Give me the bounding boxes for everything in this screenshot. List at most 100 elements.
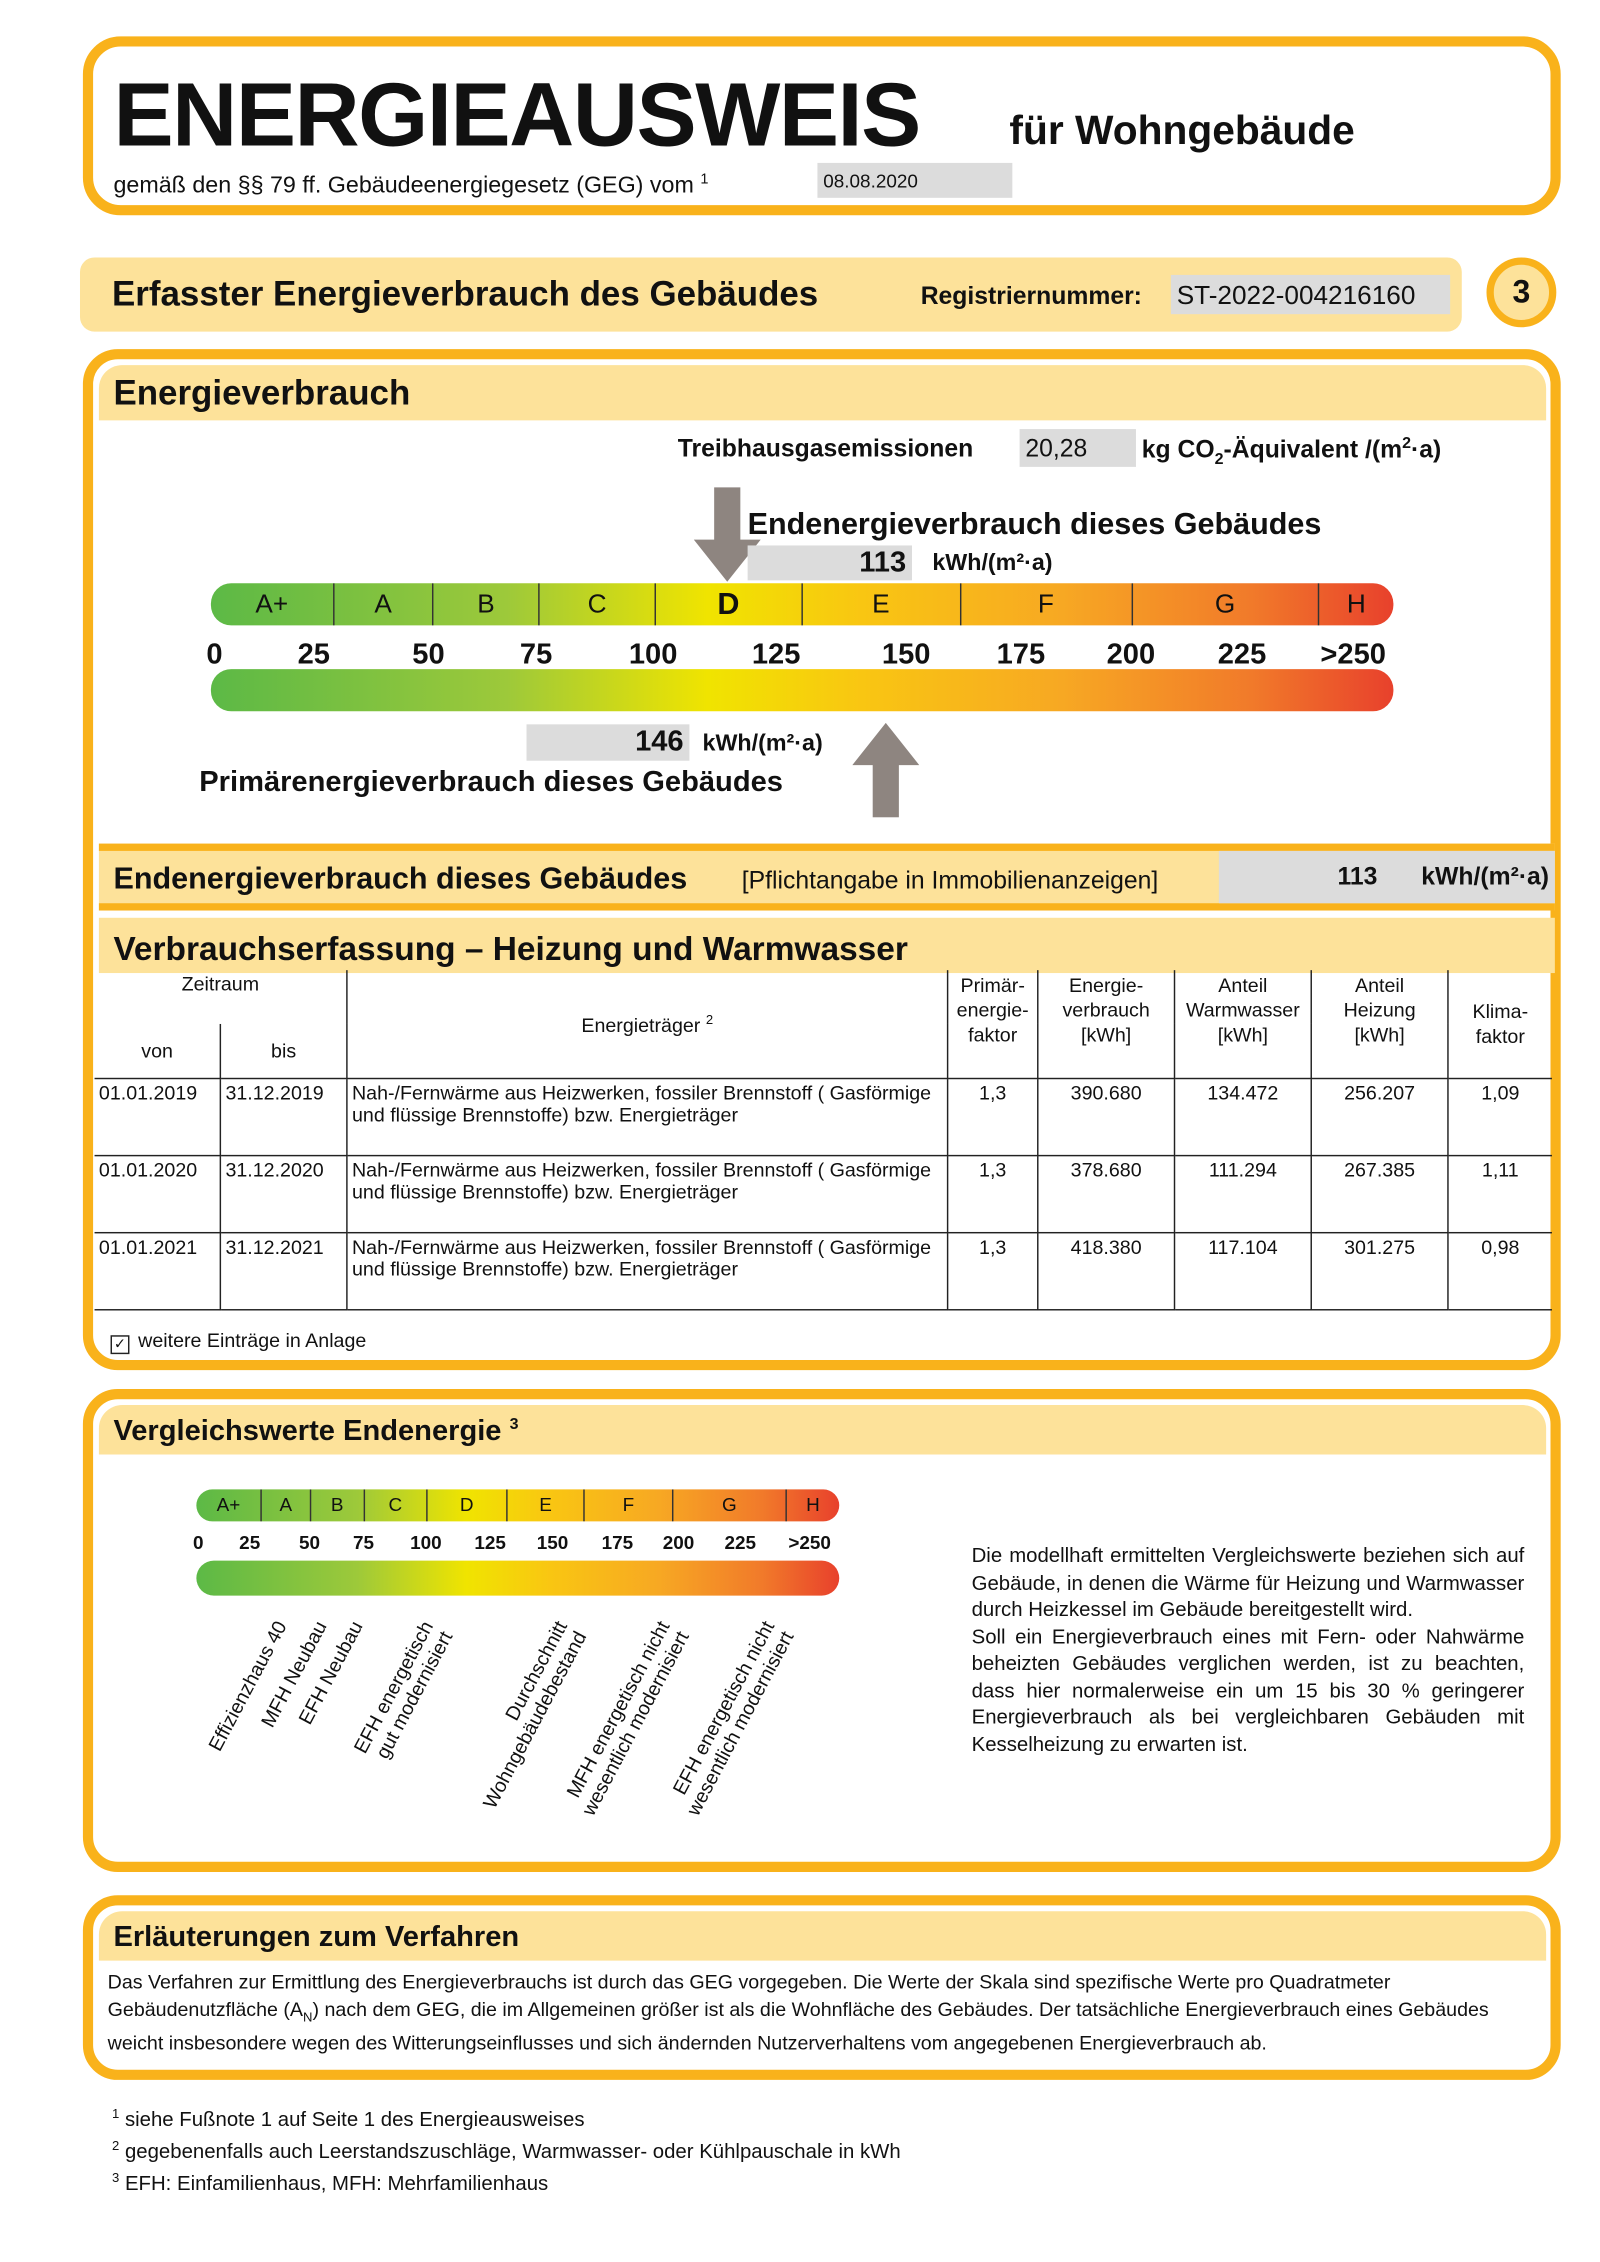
energy-class-g: G [672,1489,785,1522]
comparison-text: Die modellhaft ermittelten Vergleichswer… [972,1542,1525,1757]
energy-consumption-box: Energieverbrauch Treibhausgasemissionen … [82,349,1561,1371]
energy-class-d: D [654,583,801,626]
energy-class-f: F [583,1489,672,1522]
summary-value: 113 [1337,862,1378,891]
energy-class-e: E [506,1489,583,1522]
scale-tick: 50 [412,638,445,671]
end-energy-value: 113 [747,545,912,581]
cell-heating: 267.385 [1310,1154,1449,1233]
primary-energy-unit: kWh/(m²·a) [702,731,823,757]
col-climate: Klima- faktor [1447,970,1552,1079]
energy-class-c: C [363,1489,425,1522]
cell-heating: 256.207 [1310,1077,1449,1156]
footnote: 3 EFH: Einfamilienhaus, MFH: Mehrfamilie… [111,2170,549,2195]
law-date-field: 08.08.2020 [817,162,1013,198]
gradient-bar [210,669,1394,712]
footnote-ref: 1 [700,171,709,188]
cell-climate: 0,98 [1447,1231,1552,1310]
cell-to: 31.12.2020 [219,1154,348,1233]
scale-tick: 175 [996,638,1046,671]
cell-primary: 1,3 [946,1231,1039,1310]
cell-to: 31.12.2019 [219,1077,348,1156]
consumption-title: Verbrauchserfassung – Heizung und Warmwa… [113,929,908,968]
scale-ticks: 0 25 50 75 100 125 150 175 200 225 >250 [206,638,1394,674]
cell-carrier: Nah-/Fernwärme aus Heizwerken, fossiler … [346,1077,949,1156]
energy-class-aplus: A+ [255,589,289,619]
scale-tick: 225 [1217,638,1267,671]
comparison-box: Vergleichswerte Endenergie 3 A+ A B C D E F G H … [82,1389,1561,1872]
cell-energy: 418.380 [1037,1231,1176,1310]
table-row: 01.01.2021 31.12.2021 Nah-/Fernwärme aus H… [94,1231,1552,1310]
registration-number: ST-2022-004216160 [1170,274,1451,315]
more-entries-label: weitere Einträge in Anlage [138,1329,367,1352]
cell-energy: 390.680 [1037,1077,1176,1156]
cell-heating: 301.275 [1310,1231,1449,1310]
cell-to: 31.12.2021 [219,1231,348,1310]
primary-energy-label: Primärenergieverbrauch dieses Gebäudes [199,766,783,799]
consumption-header: Verbrauchserfassung – Heizung und Warmwa… [98,917,1555,974]
page-number-badge: 3 [1486,257,1557,328]
col-primary-factor: Primär- energie- faktor [946,970,1039,1079]
section-title: Erfasster Energieverbrauch des Gebäudes [111,274,819,315]
col-carrier: Energieträger 2 [346,970,949,1079]
energy-title: Energieverbrauch [113,373,411,414]
cell-from: 01.01.2020 [94,1154,222,1233]
col-period: Zeitraum [94,970,348,1024]
comparison-gradient-bar [196,1560,840,1596]
energy-class-f: F [959,583,1130,626]
table-row: 01.01.2019 31.12.2019 Nah-/Fernwärme aus H… [94,1077,1552,1156]
comparison-label: EFH energetisch gut modernisiert [350,1617,458,1763]
more-entries: ✓ weitere Einträge in Anlage [110,1329,367,1355]
cell-primary: 1,3 [946,1077,1039,1156]
comparison-scale: A+ A B C D E F G H [196,1489,840,1522]
scale-tick: 175 [601,1531,634,1554]
table-row: 01.01.2020 31.12.2020 Nah-/Fernwärme aus H… [94,1154,1552,1233]
scale-tick: 225 [724,1531,757,1554]
legal-basis-text: gemäß den §§ 79 ff. Gebäudeenergiegesetz… [113,173,694,199]
energy-header: Energieverbrauch [98,365,1547,421]
checkbox-checked-icon[interactable]: ✓ [110,1335,130,1355]
ghg-unit: kg CO2-Äquivalent /(m2·a) [1141,434,1442,469]
cell-carrier: Nah-/Fernwärme aus Heizwerken, fossiler … [346,1154,949,1233]
scale-tick: 125 [474,1531,506,1554]
comparison-title: Vergleichswerte Endenergie 3 [113,1415,519,1448]
registration-label: Registriernummer: [920,282,1142,310]
cell-ww: 117.104 [1173,1231,1312,1310]
energy-class-scale: A+ A B C D E F G H [210,583,1394,626]
end-energy-arrow-icon [693,487,761,582]
scale-tick: 25 [297,638,330,671]
footnote: 1 siehe Fußnote 1 auf Seite 1 des Energi… [111,2106,585,2131]
consumption-table: Zeitraum Energieträger 2 Primär- energie… [94,970,1552,1310]
col-warmwater: Anteil Warmwasser [kWh] [1173,970,1312,1079]
explanation-header: Erläuterungen zum Verfahren [98,1911,1547,1961]
scale-tick: 200 [662,1531,695,1554]
end-energy-unit: kWh/(m²·a) [932,551,1053,576]
col-energy: Energie- verbrauch [kWh] [1037,970,1176,1079]
energy-class-h: H [1317,583,1394,626]
scale-tick: 100 [410,1531,442,1554]
explanation-box: Erläuterungen zum Verfahren Das Verfahre… [82,1895,1561,2080]
comparison-text-1: Die modellhaft ermittelten Vergleichswer… [971,1543,1525,1621]
cell-primary: 1,3 [946,1154,1039,1233]
scale-tick: 0 [193,1531,204,1554]
cell-climate: 1,09 [1447,1077,1552,1156]
scale-tick: 150 [881,638,931,671]
cell-climate: 1,11 [1447,1154,1552,1233]
document-subtitle: für Wohngebäude [1009,107,1355,153]
title-box: ENERGIEAUSWEIS für Wohngebäude gemäß den… [82,36,1561,216]
energy-class-g: G [1130,583,1318,626]
cell-from: 01.01.2021 [94,1231,222,1310]
primary-energy-value: 146 [526,724,690,761]
scale-tick: 200 [1106,638,1156,671]
footnotes: 1 siehe Fußnote 1 auf Seite 1 des Energi… [112,2100,901,2197]
ghg-value: 20,28 [1019,429,1136,467]
scale-tick: >250 [1320,638,1386,671]
energy-class-e: E [800,583,959,626]
scale-tick: 150 [536,1531,569,1554]
scale-tick: 50 [298,1531,321,1554]
cell-from: 01.01.2019 [94,1077,222,1156]
explanation-title: Erläuterungen zum Verfahren [113,1921,520,1954]
comparison-ticks: 0 25 50 75 100 125 150 175 200 225 >250 [193,1531,839,1558]
end-energy-label: Endenergieverbrauch dieses Gebäudes [747,507,1322,542]
summary-unit: kWh/(m²·a) [1421,862,1550,891]
